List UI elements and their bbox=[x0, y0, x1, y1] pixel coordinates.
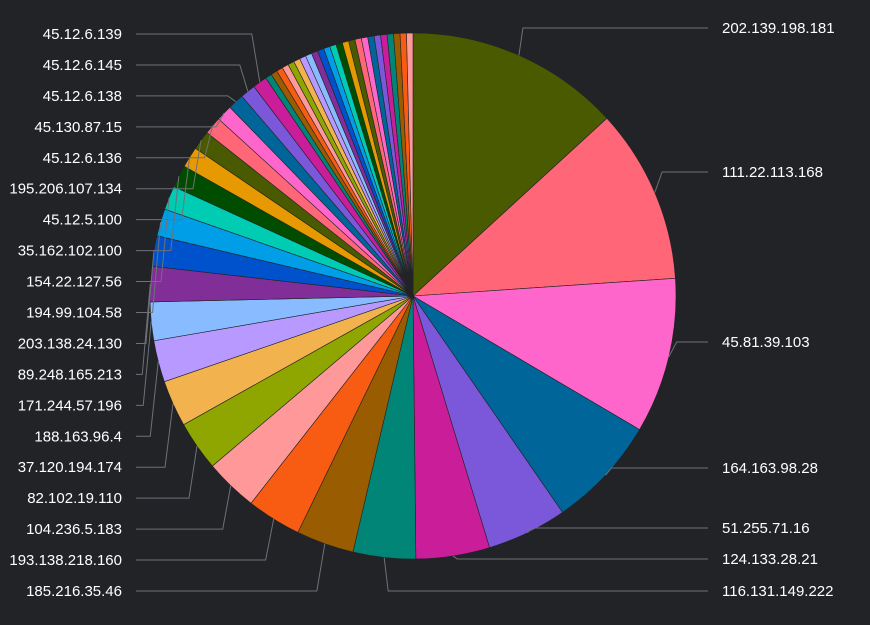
slice-label: 194.99.104.58 bbox=[26, 305, 122, 322]
slice-label: 45.12.6.136 bbox=[43, 150, 122, 167]
slice-label: 164.163.98.28 bbox=[722, 460, 818, 477]
slice-label: 45.12.6.139 bbox=[43, 26, 122, 43]
slice-label: 51.255.71.16 bbox=[722, 520, 810, 537]
leader-line-124.133.28.21 bbox=[452, 555, 708, 560]
leader-line-45.12.6.138 bbox=[136, 95, 237, 103]
slice-label: 203.138.24.130 bbox=[18, 335, 122, 352]
pie-slices bbox=[149, 32, 677, 560]
leader-line-45.12.6.136 bbox=[136, 125, 214, 159]
slice-label: 116.131.149.222 bbox=[722, 583, 834, 600]
label-leader-lines bbox=[136, 27, 708, 592]
leader-line-164.163.98.28 bbox=[605, 467, 708, 476]
pie-slice-202.139.198.181 bbox=[412, 32, 608, 297]
slice-label: 188.163.96.4 bbox=[34, 428, 122, 445]
leader-line-89.248.165.213 bbox=[136, 283, 151, 375]
slice-label: 89.248.165.213 bbox=[18, 366, 122, 383]
leader-line-195.206.107.134 bbox=[136, 140, 202, 190]
slice-label: 124.133.28.21 bbox=[722, 551, 818, 568]
leader-line-82.102.19.110 bbox=[136, 445, 198, 499]
pie-slice-minor-23 bbox=[406, 32, 414, 297]
leader-line-104.236.5.183 bbox=[136, 485, 232, 530]
leader-line-51.255.71.16 bbox=[527, 527, 708, 534]
leader-line-45.81.39.103 bbox=[668, 341, 708, 357]
slice-label: 154.22.127.56 bbox=[26, 274, 122, 291]
leader-line-202.139.198.181 bbox=[518, 27, 708, 56]
leader-line-194.99.104.58 bbox=[136, 222, 162, 313]
leader-line-37.120.194.174 bbox=[136, 403, 174, 468]
leader-line-185.216.35.46 bbox=[136, 543, 326, 592]
slice-label: 82.102.19.110 bbox=[27, 490, 122, 507]
slice-label: 45.12.5.100 bbox=[43, 212, 122, 229]
leader-line-45.12.5.100 bbox=[136, 157, 191, 221]
slice-label: 171.244.57.196 bbox=[18, 397, 122, 414]
slice-label: 45.12.6.145 bbox=[43, 57, 122, 74]
leader-line-35.162.102.100 bbox=[136, 176, 180, 252]
leader-line-154.22.127.56 bbox=[136, 197, 170, 283]
slice-label: 185.216.35.46 bbox=[26, 583, 122, 600]
slice-label: 193.138.218.160 bbox=[9, 552, 122, 569]
leader-line-45.130.87.15 bbox=[136, 112, 225, 128]
leader-line-116.131.149.222 bbox=[383, 557, 708, 592]
leader-line-45.12.6.145 bbox=[136, 64, 249, 92]
leader-line-203.138.24.130 bbox=[136, 250, 155, 344]
slice-label: 37.120.194.174 bbox=[18, 459, 122, 476]
slice-label: 195.206.107.134 bbox=[9, 181, 122, 198]
slice-label: 35.162.102.100 bbox=[18, 243, 122, 260]
slice-label: 111.22.113.168 bbox=[722, 164, 823, 181]
slice-label: 202.139.198.181 bbox=[722, 20, 835, 37]
slice-label: 45.130.87.15 bbox=[34, 119, 122, 136]
leader-line-171.244.57.196 bbox=[136, 321, 152, 406]
leader-line-45.12.6.139 bbox=[136, 33, 261, 83]
leader-line-111.22.113.168 bbox=[654, 171, 708, 193]
leader-line-188.163.96.4 bbox=[136, 361, 159, 437]
slice-label: 45.81.39.103 bbox=[722, 334, 810, 351]
pie-slice-45.81.39.103 bbox=[412, 277, 677, 431]
slice-labels: 202.139.198.181 111.22.113.168 45.81.39.10… bbox=[9, 20, 834, 600]
leader-line-193.138.218.160 bbox=[136, 518, 275, 561]
slice-label: 104.236.5.183 bbox=[26, 521, 122, 538]
slice-label: 45.12.6.138 bbox=[43, 88, 122, 105]
